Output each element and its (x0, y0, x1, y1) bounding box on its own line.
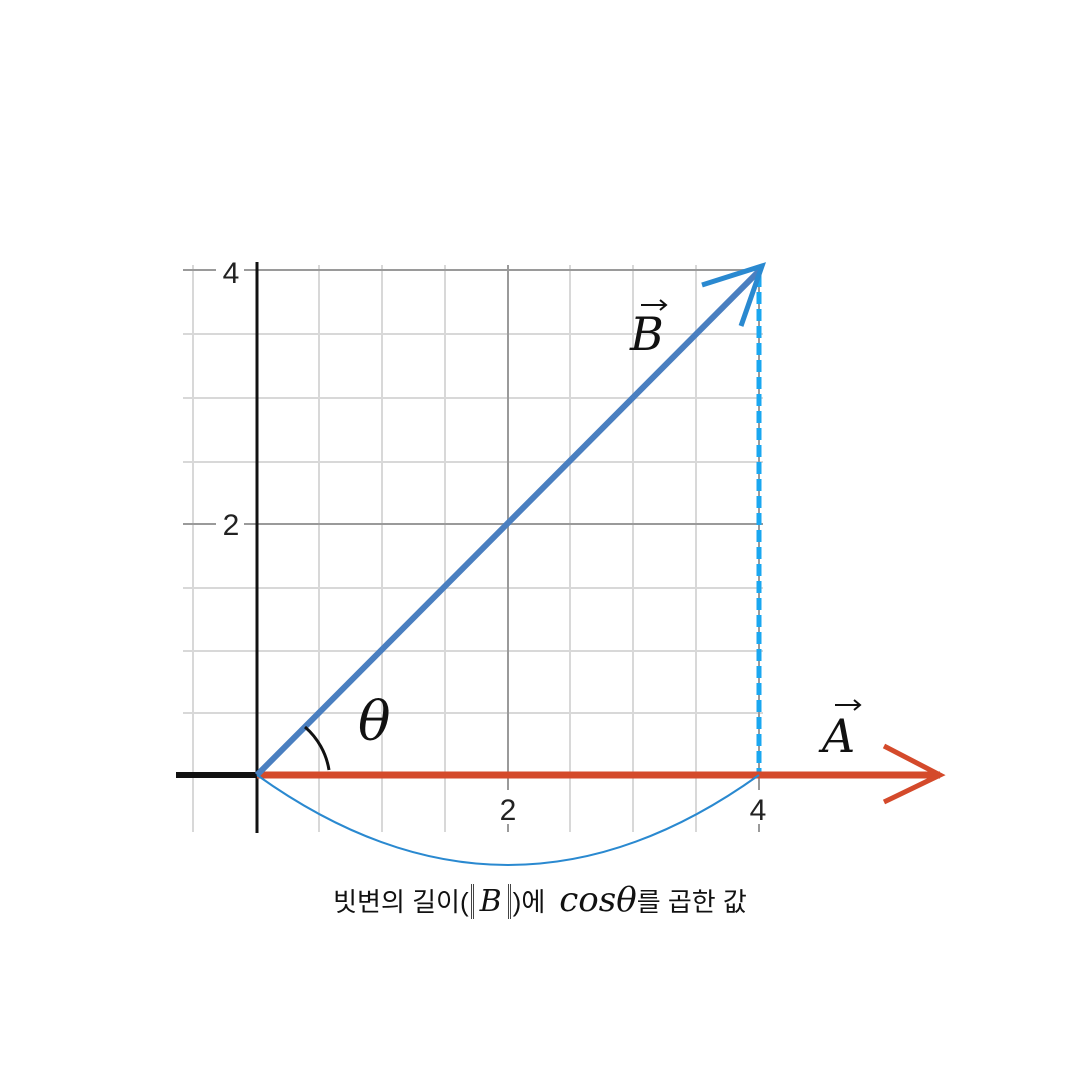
y-tick-2: 2 (223, 509, 240, 542)
projection-arc (256, 774, 760, 866)
cos-theta-term: cosθ (559, 880, 637, 920)
x-tick-4: 4 (750, 794, 767, 827)
major-grid (183, 265, 763, 832)
vector-a-arrowhead (882, 743, 946, 805)
caption-suffix: 를 곱한 값 (636, 887, 747, 917)
vector-a-label: A (818, 699, 862, 763)
minor-grid (183, 265, 763, 832)
caption-middle: )에 (512, 887, 546, 917)
right-arrow-over-symbol-icon (641, 299, 668, 311)
y-tick-4: 4 (223, 257, 240, 290)
x-tick-2: 2 (500, 794, 517, 827)
angle-arc (304, 725, 331, 771)
norm-b-symbol: B (479, 884, 502, 919)
caption: 빗변의 길이( B )에 cosθ를 곱한 값 (0, 880, 1080, 920)
svg-text:B: B (629, 307, 664, 361)
caption-prefix: 빗변의 길이( (333, 887, 469, 917)
svg-text:A: A (818, 709, 855, 763)
norm-of-b: B (470, 884, 511, 919)
tick-labels: 2 4 2 4 (216, 255, 775, 827)
vector-b (254, 262, 767, 778)
vector-b-arrowhead (701, 262, 767, 327)
vector-b-label: B (629, 299, 668, 361)
right-arrow-over-symbol-icon (835, 699, 862, 711)
angle-theta-label: θ (358, 690, 391, 753)
vector-a (257, 743, 946, 805)
